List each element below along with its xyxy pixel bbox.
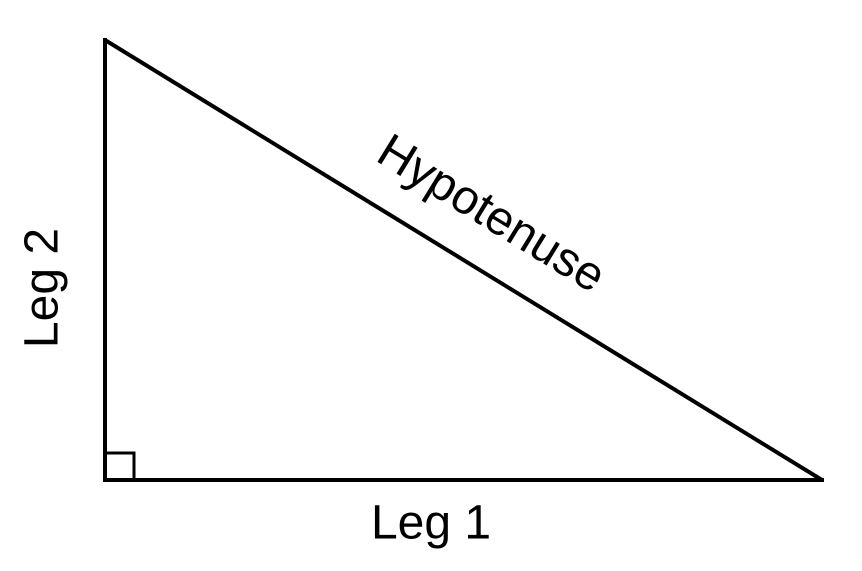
right-angle-marker: [105, 451, 136, 480]
leg-horizontal-label: Leg 1: [371, 497, 491, 550]
hypotenuse-line: [103, 38, 824, 482]
triangle: [103, 38, 824, 482]
leg-vertical-label: Leg 2: [16, 228, 69, 348]
